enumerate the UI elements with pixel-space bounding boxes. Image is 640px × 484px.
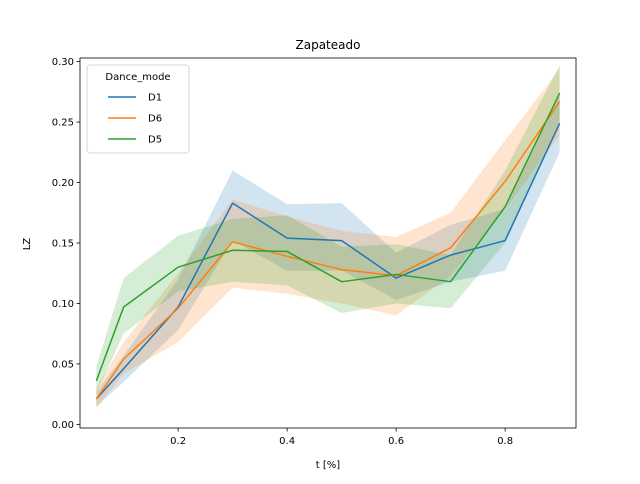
x-axis-label: t [%]: [316, 460, 341, 471]
x-tick-label: 0.8: [497, 436, 513, 447]
series-lines: [95, 92, 561, 400]
y-tick-label: 0.00: [52, 420, 74, 431]
y-tick-label: 0.10: [52, 299, 74, 310]
y-tick-label: 0.05: [52, 359, 74, 370]
x-tick-label: 0.6: [388, 436, 404, 447]
legend-label-d5: D5: [148, 135, 162, 146]
series-line-d6: [95, 101, 561, 400]
y-tick-label: 0.25: [52, 118, 74, 129]
legend-title: Dance_mode: [105, 72, 170, 83]
legend-label-d6: D6: [148, 114, 162, 125]
confidence-bands: [96, 65, 560, 409]
y-tick-label: 0.20: [52, 178, 74, 189]
series-line-d5: [95, 92, 561, 382]
legend-label-d1: D1: [148, 93, 162, 104]
x-tick-label: 0.4: [279, 436, 295, 447]
series-line-d1: [95, 122, 561, 400]
chart-title: Zapateado: [296, 38, 361, 52]
legend-box: [86, 64, 190, 154]
confidence-band-d6: [96, 68, 560, 409]
x-axis: 0.2 0.4 0.6 0.8: [170, 428, 513, 447]
confidence-band-d1: [96, 95, 560, 407]
y-axis-label: LZ: [22, 238, 33, 251]
y-axis: 0.00 0.05 0.10 0.15 0.20 0.25 0.30: [52, 57, 80, 431]
legend: Dance_mode D1 D6 D5: [86, 64, 190, 154]
plot-frame: [79, 57, 577, 429]
y-tick-label: 0.30: [52, 57, 74, 68]
x-tick-label: 0.2: [170, 436, 186, 447]
y-tick-label: 0.15: [52, 239, 74, 250]
